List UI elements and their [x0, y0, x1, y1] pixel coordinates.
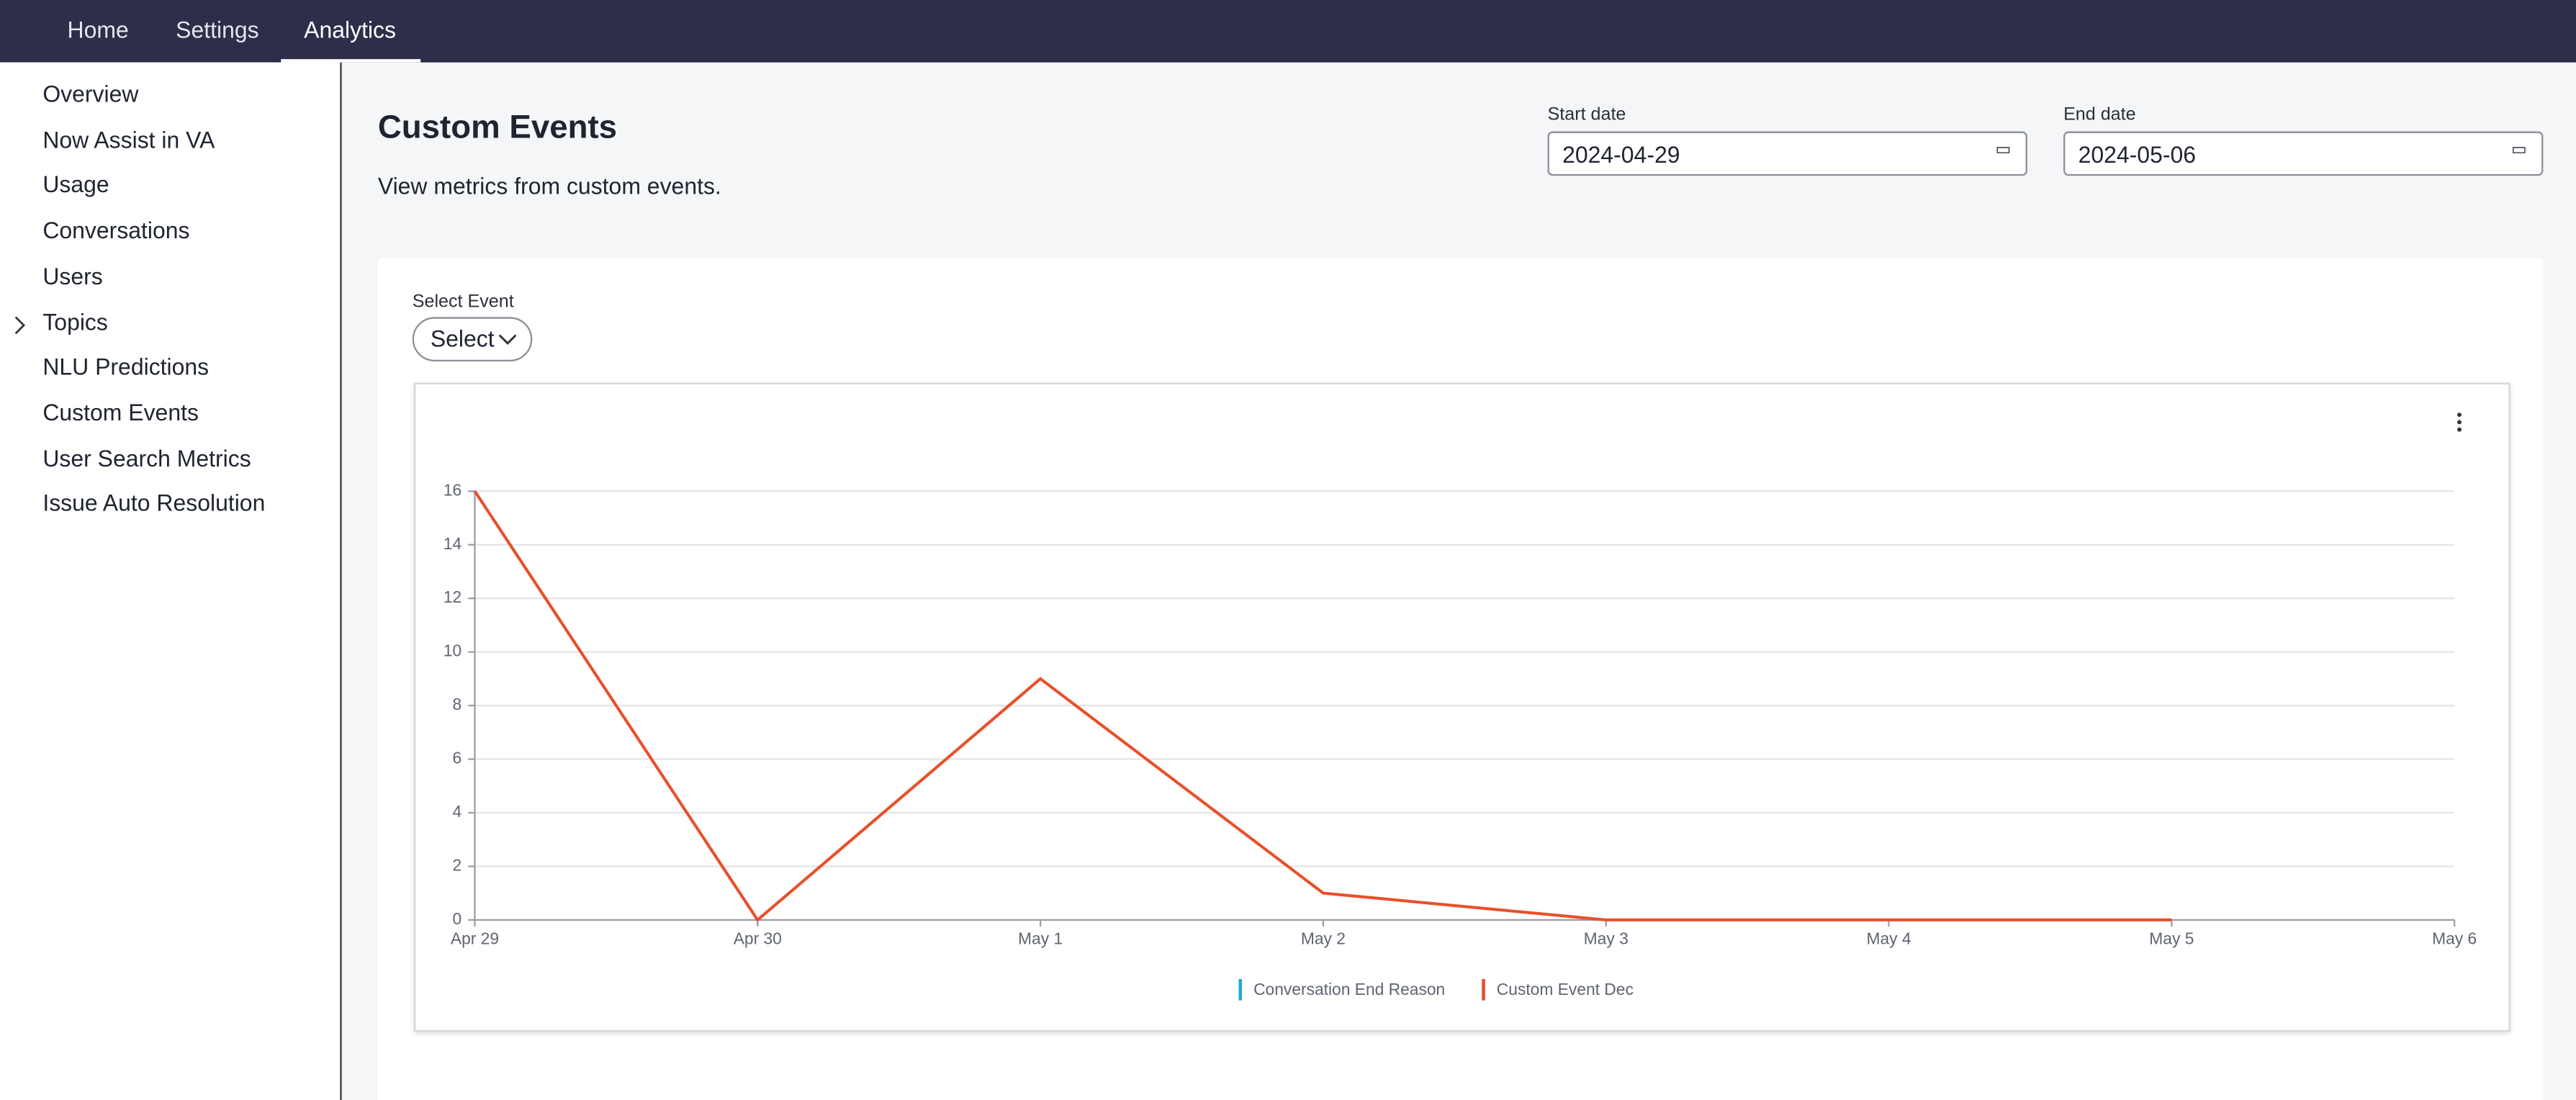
- select-label: Select Event: [412, 292, 514, 312]
- sidebar-item[interactable]: NLU Predictions: [42, 353, 210, 380]
- x-tick-label: May 3: [1584, 929, 1629, 947]
- x-tick-label: May 2: [1301, 929, 1346, 947]
- start-date-input[interactable]: 2024-04-29 ▭: [1547, 131, 2027, 176]
- sidebar-item[interactable]: Issue Auto Resolution: [42, 490, 266, 517]
- y-tick-label: 14: [443, 534, 462, 553]
- page-subtitle: View metrics from custom events.: [377, 172, 721, 199]
- y-tick-label: 12: [443, 587, 461, 606]
- start-date-label: Start date: [1547, 105, 1626, 125]
- x-tick-label: Apr 29: [451, 929, 499, 947]
- y-tick-label: 6: [453, 749, 462, 767]
- nav-tab[interactable]: Settings: [176, 16, 259, 43]
- legend-label: Conversation End Reason: [1253, 980, 1445, 998]
- x-tick-label: May 1: [1018, 929, 1063, 947]
- page-title: Custom Events: [377, 109, 618, 147]
- sidebar-item[interactable]: Custom Events: [42, 399, 199, 425]
- series-line: [473, 490, 2172, 922]
- sidebar-item[interactable]: Overview: [42, 80, 139, 107]
- end-date-label: End date: [2063, 105, 2136, 125]
- y-tick-label: 10: [443, 641, 461, 660]
- sidebar-item[interactable]: Usage: [42, 171, 109, 198]
- sidebar-item[interactable]: User Search Metrics: [42, 444, 251, 471]
- sidebar-item[interactable]: Conversations: [42, 217, 190, 243]
- end-date-value: 2024-05-06: [2078, 141, 2197, 168]
- nav-tab[interactable]: Home: [67, 16, 129, 43]
- y-tick-label: 8: [453, 695, 462, 713]
- y-tick-label: 16: [443, 480, 461, 499]
- x-tick-label: May 4: [1866, 929, 1911, 947]
- end-date-input[interactable]: 2024-05-06 ▭: [2063, 131, 2544, 176]
- y-tick-label: 4: [453, 802, 462, 821]
- chevron-icon: [14, 315, 26, 334]
- sidebar-item[interactable]: Topics: [42, 307, 108, 335]
- start-date-value: 2024-04-29: [1562, 141, 1680, 168]
- y-tick-label: 0: [453, 909, 462, 928]
- legend-swatch: [1238, 979, 1243, 1001]
- y-tick-label: 2: [453, 855, 462, 874]
- select-button[interactable]: Select: [412, 317, 533, 362]
- x-tick-label: May 5: [2149, 929, 2194, 947]
- chevron: [498, 334, 517, 346]
- chart-menu[interactable]: [2454, 410, 2464, 441]
- sidebar-item[interactable]: Users: [42, 262, 103, 289]
- nav-tab[interactable]: Analytics: [281, 0, 421, 63]
- legend-swatch: [1482, 979, 1485, 1001]
- x-tick-label: May 6: [2432, 929, 2477, 947]
- calendar-icon: ▭: [2510, 141, 2527, 160]
- sidebar-item[interactable]: Now Assist in VA: [42, 125, 215, 153]
- sidebar: [0, 62, 342, 1100]
- top-nav: [0, 0, 2576, 63]
- calendar-icon: ▭: [1995, 141, 2012, 160]
- select-text: Select: [430, 325, 495, 352]
- kebab-icon: [2457, 412, 2462, 432]
- expand-chevron[interactable]: [13, 313, 26, 343]
- x-tick-label: Apr 30: [734, 929, 782, 947]
- legend-label: Custom Event Dec: [1497, 980, 1634, 998]
